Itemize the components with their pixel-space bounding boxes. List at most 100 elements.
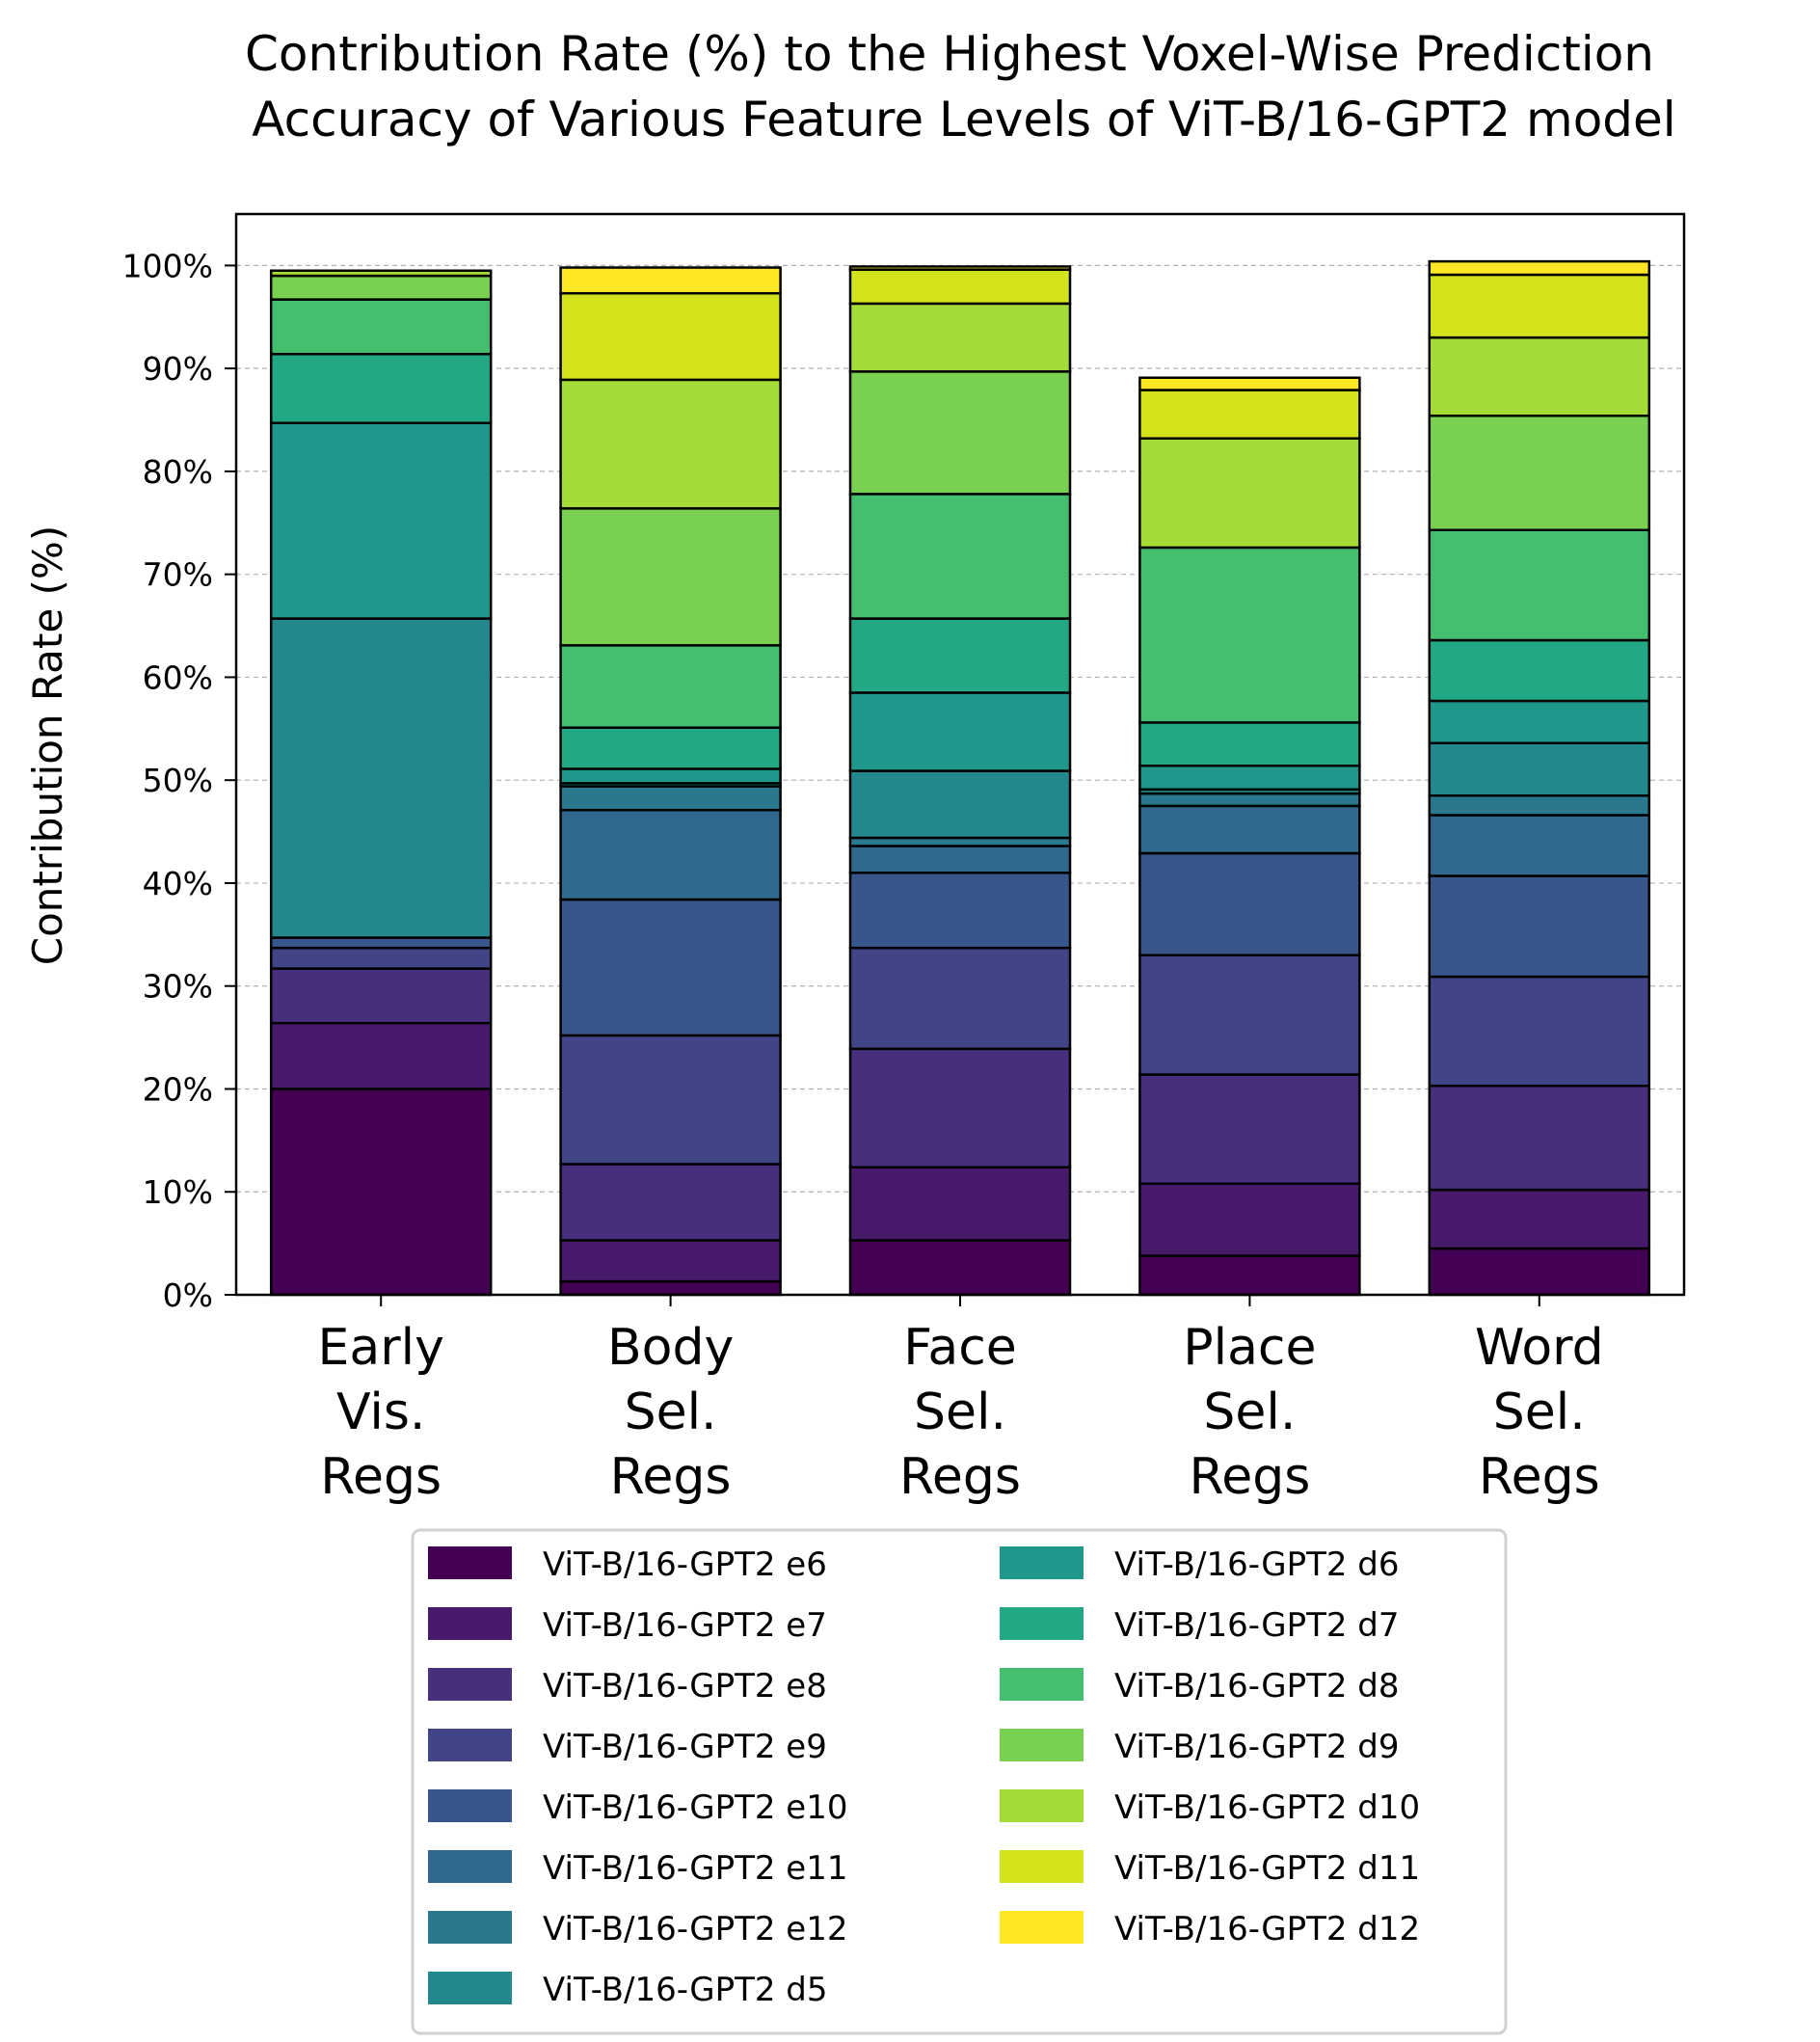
bar-segment: [269, 298, 493, 356]
bar-segment: [559, 1163, 782, 1242]
bar-segment: [269, 936, 493, 950]
bar-segment: [1138, 804, 1361, 855]
bar-segment: [1428, 699, 1651, 745]
bar-segment: [1428, 741, 1651, 797]
y-tick-label: 40%: [143, 865, 213, 902]
legend-swatch: [428, 1911, 512, 1944]
bar-segment: [269, 421, 493, 620]
y-tick-label: 80%: [143, 453, 213, 491]
legend-swatch: [428, 1789, 512, 1822]
legend-label: ViT-B/16-GPT2 e6: [543, 1545, 827, 1584]
bar-segment: [559, 767, 782, 785]
bar-segment: [269, 352, 493, 424]
legend-label: ViT-B/16-GPT2 e8: [543, 1667, 827, 1706]
bar-segment: [1428, 814, 1651, 877]
bar-segment: [269, 274, 493, 301]
legend-label: ViT-B/16-GPT2 e12: [543, 1910, 847, 1948]
bar-segment: [559, 785, 782, 812]
legend-swatch: [1000, 1850, 1084, 1883]
chart-title-line-1: Contribution Rate (%) to the Highest Vox…: [245, 26, 1654, 82]
legend-label: ViT-B/16-GPT2 e7: [543, 1606, 827, 1645]
bar-segment: [1428, 793, 1651, 817]
bar-segment: [848, 302, 1072, 373]
bar-segment: [559, 507, 782, 647]
y-tick-label: 20%: [143, 1070, 213, 1108]
bar-segment: [559, 1239, 782, 1283]
legend-swatch: [1000, 1729, 1084, 1761]
legend-label: ViT-B/16-GPT2 e11: [543, 1849, 847, 1888]
bar-segment: [1428, 415, 1651, 532]
bar-segment: [1428, 874, 1651, 979]
bar-segment: [1138, 792, 1361, 808]
bar-segment: [1138, 764, 1361, 792]
bar-segment: [559, 1279, 782, 1297]
bar-segment: [848, 1166, 1072, 1242]
chart-title: Contribution Rate (%) to the Highest Vox…: [245, 26, 1676, 148]
bar-segment: [1138, 389, 1361, 440]
bar-segment: [269, 617, 493, 939]
bar-segment: [848, 1239, 1072, 1297]
bar-segment: [1428, 1247, 1651, 1297]
legend-label: ViT-B/16-GPT2 d10: [1114, 1788, 1420, 1827]
y-tick-label: 50%: [143, 762, 213, 799]
bar-segment: [1138, 437, 1361, 550]
bar-segment: [559, 291, 782, 382]
y-tick-label: 90%: [143, 350, 213, 388]
bar-segment: [1138, 851, 1361, 956]
bar-segment: [1138, 721, 1361, 767]
legend-label: ViT-B/16-GPT2 d6: [1114, 1545, 1400, 1584]
legend-swatch: [428, 1546, 512, 1579]
legend-frame: [411, 1528, 1508, 2035]
bar-segment: [1428, 638, 1651, 703]
bar-segment: [1138, 546, 1361, 724]
chart-title-line-2: Accuracy of Various Feature Levels of Vi…: [252, 92, 1675, 148]
bar-segment: [848, 1047, 1072, 1169]
legend-swatch: [428, 1668, 512, 1701]
legend-swatch: [428, 1972, 512, 2004]
bar-segment: [1428, 1188, 1651, 1250]
bar-segment: [559, 266, 782, 295]
y-tick-label: 60%: [143, 658, 213, 696]
bar-segment: [269, 1021, 493, 1090]
bar-segment: [1428, 975, 1651, 1088]
bar-segment: [1138, 1254, 1361, 1297]
y-tick-label: 10%: [143, 1173, 213, 1211]
bar-segment: [848, 845, 1072, 874]
legend-label: ViT-B/16-GPT2 e10: [543, 1788, 847, 1827]
bar-segment: [269, 1088, 493, 1297]
bar-segment: [1428, 336, 1651, 417]
legend-swatch: [1000, 1911, 1084, 1944]
legend-swatch: [428, 1729, 512, 1761]
bar-segment: [848, 265, 1072, 271]
bar-segment: [559, 378, 782, 510]
legend-swatch: [1000, 1607, 1084, 1640]
bar-segment: [1428, 259, 1651, 277]
bar-segment: [559, 808, 782, 901]
bar-segment: [1138, 376, 1361, 391]
bar-segment: [848, 872, 1072, 950]
legend: ViT-B/16-GPT2 e6 ViT-B/16-GPT2 e7 ViT-B/16…: [411, 1528, 1508, 2035]
bar-segment: [1428, 1085, 1651, 1192]
x-tick-label: Word Sel. Regs: [1475, 1319, 1604, 1506]
bar-segment: [1428, 273, 1651, 339]
legend-label: ViT-B/16-GPT2 d8: [1114, 1667, 1400, 1706]
legend-label: ViT-B/16-GPT2 d11: [1114, 1849, 1420, 1888]
bar-segment: [559, 898, 782, 1037]
bar-segment: [559, 1034, 782, 1166]
bar-segment: [848, 946, 1072, 1051]
bar-segment: [1138, 954, 1361, 1076]
bar-segment: [848, 370, 1072, 496]
bar-segment: [848, 493, 1072, 620]
bar-segment: [559, 644, 782, 729]
bar-segment: [848, 836, 1072, 847]
bar-segment: [1138, 1182, 1361, 1257]
bar-segment: [559, 726, 782, 770]
x-axis: Early Vis. Regs Body Sel. Regs Face Sel. Regs Pla…: [318, 1295, 1604, 1506]
bar-segment: [269, 946, 493, 970]
y-tick-label: 70%: [143, 556, 213, 594]
legend-label: ViT-B/16-GPT2 e9: [543, 1728, 827, 1766]
x-tick-label: Place Sel. Regs: [1183, 1319, 1316, 1506]
x-tick-label: Body Sel. Regs: [607, 1319, 734, 1506]
y-tick-label: 0%: [163, 1276, 213, 1314]
